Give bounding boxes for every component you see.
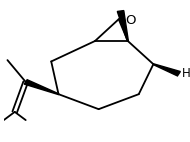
Polygon shape xyxy=(117,11,128,41)
Polygon shape xyxy=(153,64,180,76)
Text: H: H xyxy=(182,67,190,80)
Polygon shape xyxy=(24,80,59,95)
Text: O: O xyxy=(125,14,136,27)
